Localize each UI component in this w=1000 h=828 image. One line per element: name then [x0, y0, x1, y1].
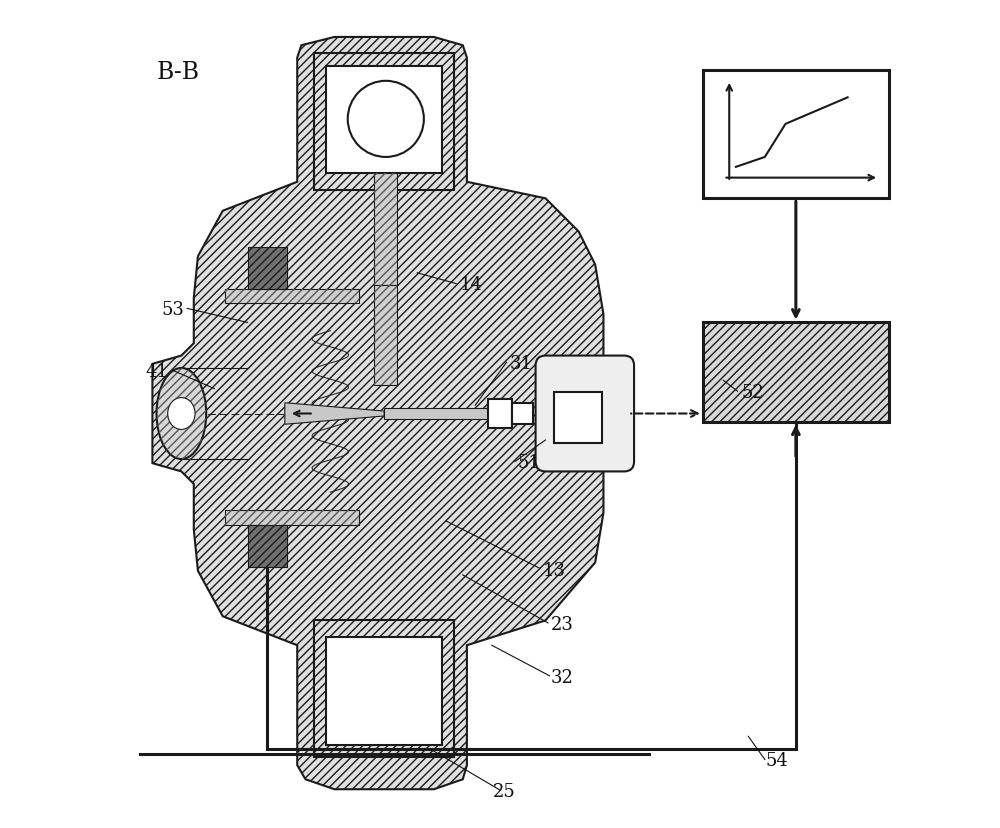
Text: 13: 13	[542, 561, 565, 579]
Text: 14: 14	[460, 276, 482, 294]
Bar	[512, 403, 533, 425]
Bar	[326, 638, 442, 744]
Bar	[225, 511, 359, 526]
Text: 31: 31	[509, 354, 532, 373]
Bar	[374, 174, 397, 286]
Bar	[703, 323, 889, 422]
Bar	[554, 392, 602, 444]
FancyBboxPatch shape	[536, 356, 634, 472]
Polygon shape	[314, 55, 454, 190]
Bar	[703, 71, 889, 199]
Ellipse shape	[157, 368, 206, 460]
Text: 52: 52	[741, 383, 764, 402]
Bar	[384, 408, 521, 420]
Polygon shape	[152, 38, 603, 789]
Bar	[374, 286, 397, 385]
Bar	[326, 67, 442, 174]
Text: 23: 23	[551, 615, 574, 633]
Bar	[248, 526, 287, 567]
Bar	[225, 289, 359, 304]
Text: 54: 54	[766, 751, 789, 769]
Bar	[488, 399, 512, 429]
Bar	[374, 286, 397, 385]
Polygon shape	[285, 403, 384, 425]
Text: 32: 32	[551, 669, 574, 686]
Text: 53: 53	[162, 301, 185, 319]
Bar	[314, 621, 454, 757]
Ellipse shape	[168, 398, 195, 430]
Text: 51: 51	[518, 454, 540, 472]
Text: 41: 41	[145, 363, 168, 381]
Bar	[225, 511, 359, 526]
Text: 25: 25	[493, 782, 516, 800]
Bar	[374, 174, 397, 286]
Text: B-B: B-B	[157, 61, 200, 84]
Bar	[225, 289, 359, 304]
Bar	[248, 248, 287, 289]
Circle shape	[348, 82, 424, 158]
